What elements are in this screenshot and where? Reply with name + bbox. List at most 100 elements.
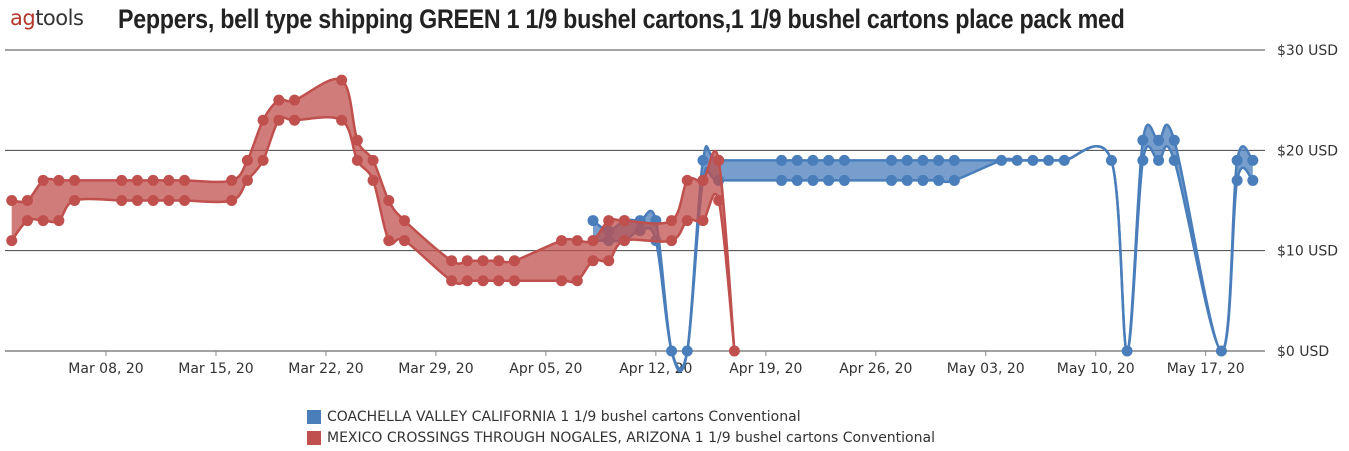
data-point-low <box>37 215 49 227</box>
data-point-high <box>351 134 363 146</box>
data-point-high <box>1121 345 1133 357</box>
data-point-high <box>477 255 489 267</box>
data-point-low <box>1137 154 1149 166</box>
data-point-high <box>37 174 49 186</box>
data-point-high <box>666 345 678 357</box>
data-point-low <box>147 195 159 206</box>
data-point-low <box>713 195 725 206</box>
legend-swatch-red <box>307 430 321 445</box>
y-tick-label: $30 USD <box>1277 43 1338 59</box>
data-point-high <box>226 174 238 186</box>
data-point-high <box>147 174 159 186</box>
data-point-high <box>1231 154 1243 166</box>
data-point-low <box>838 174 850 186</box>
data-point-low <box>1153 154 1165 166</box>
data-point-high <box>948 154 960 166</box>
data-point-high <box>791 154 803 166</box>
data-point-high <box>1027 154 1039 166</box>
x-tick-label: Mar 29, 20 <box>398 361 473 377</box>
data-point-low <box>571 275 583 287</box>
y-tick-label: $10 USD <box>1277 244 1338 260</box>
x-tick-label: Apr 05, 20 <box>509 361 582 377</box>
data-point-low <box>477 275 489 287</box>
legend-label: MEXICO CROSSINGS THROUGH NOGALES, ARIZON… <box>327 429 935 446</box>
data-point-low <box>917 174 929 186</box>
data-point-low <box>226 195 238 206</box>
data-point-high <box>556 235 568 247</box>
data-point-low <box>383 235 395 247</box>
data-point-low <box>681 215 693 227</box>
data-point-low <box>116 195 128 206</box>
data-point-high <box>179 174 191 186</box>
x-tick-label: Apr 26, 20 <box>839 361 912 377</box>
data-point-high <box>398 215 410 227</box>
data-point-low <box>367 174 379 186</box>
data-point-low <box>886 174 897 186</box>
data-point-high <box>1153 134 1165 146</box>
series-line-high-1 <box>11 77 736 352</box>
data-point-high <box>446 255 458 267</box>
data-point-high <box>21 195 33 206</box>
data-point-high <box>257 114 269 126</box>
price-chart: $0 USD $10 USD $20 USD $30 USD Mar 08, 20 Mar… <box>5 43 1338 377</box>
data-point-low <box>21 215 33 227</box>
x-tick-label: Apr 19, 20 <box>729 361 802 377</box>
data-point-high <box>681 174 693 186</box>
data-point-high <box>603 215 615 227</box>
series-area-0 <box>593 124 1253 372</box>
data-point-low <box>179 195 191 206</box>
data-point-high <box>995 154 1007 166</box>
data-point-low <box>398 235 410 247</box>
data-point-high <box>618 215 630 227</box>
data-point-low <box>791 174 803 186</box>
data-point-low <box>446 275 458 287</box>
data-point-high <box>1168 134 1180 146</box>
data-point-low <box>823 174 835 186</box>
data-point-low <box>618 235 630 247</box>
data-point-high <box>1247 154 1259 166</box>
data-point-low <box>776 174 788 186</box>
series-area-1 <box>11 78 735 352</box>
data-point-high <box>886 154 897 166</box>
data-point-low <box>948 174 960 186</box>
data-point-high <box>697 154 709 166</box>
data-point-low <box>933 174 945 186</box>
data-point-low <box>241 174 253 186</box>
data-point-high <box>697 174 709 186</box>
y-tick-label: $20 USD <box>1277 143 1338 159</box>
data-point-low <box>1168 154 1180 166</box>
legend-item-mexico[interactable]: MEXICO CROSSINGS THROUGH NOGALES, ARIZON… <box>307 427 935 448</box>
data-point-high <box>571 235 583 247</box>
data-point-high <box>289 94 301 106</box>
data-point-high <box>383 195 395 206</box>
data-point-low <box>666 235 678 247</box>
data-point-low <box>163 195 175 206</box>
data-point-high <box>131 174 143 186</box>
data-point-high <box>367 154 379 166</box>
series-line-low-0 <box>593 145 1255 370</box>
data-point-high <box>1043 154 1055 166</box>
data-point-low <box>493 275 505 287</box>
data-point-high <box>273 94 285 106</box>
data-point-high <box>933 154 945 166</box>
x-tick-label: Mar 22, 20 <box>288 361 363 377</box>
data-point-high <box>163 174 175 186</box>
data-point-low <box>508 275 520 287</box>
data-point-high <box>587 215 599 227</box>
data-point-high <box>1215 345 1227 357</box>
data-point-low <box>1231 174 1243 186</box>
legend-item-coachella[interactable]: COACHELLA VALLEY CALIFORNIA 1 1/9 bushel… <box>307 406 935 427</box>
data-point-high <box>116 174 128 186</box>
data-point-low <box>1247 174 1259 186</box>
data-point-low <box>273 114 285 126</box>
chart-title: Peppers, bell type shipping GREEN 1 1/9 … <box>118 4 1125 34</box>
data-point-low <box>603 255 615 267</box>
agtools-logo: agtools <box>10 6 84 30</box>
data-point-high <box>901 154 913 166</box>
data-point-high <box>681 345 693 357</box>
data-point-low <box>131 195 143 206</box>
data-point-high <box>807 154 819 166</box>
data-point-high <box>6 195 18 206</box>
data-point-low <box>807 174 819 186</box>
data-point-low <box>587 255 599 267</box>
